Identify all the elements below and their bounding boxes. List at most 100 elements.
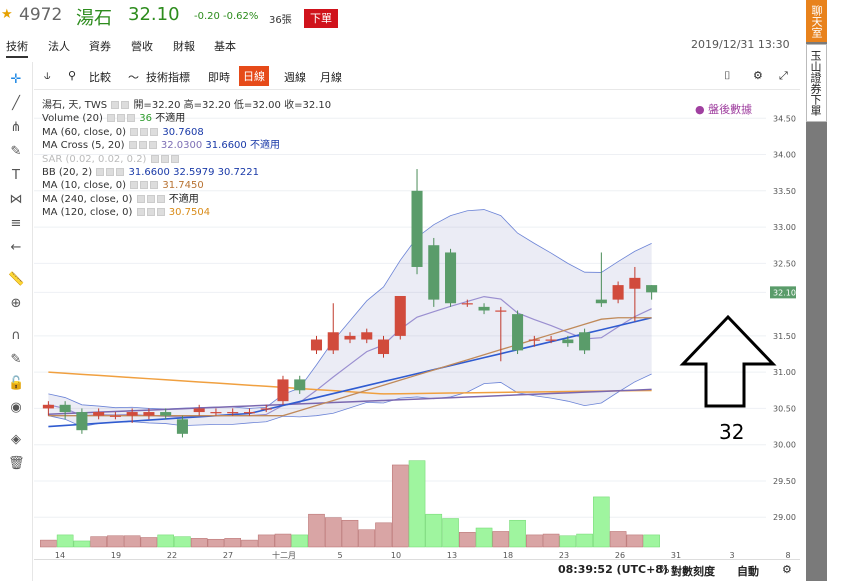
volume-bar — [442, 518, 459, 548]
camera-icon[interactable]: ⌷ — [724, 69, 731, 82]
interval-realtime[interactable]: 即時 — [208, 71, 230, 84]
percent-toggle[interactable]: % — [659, 563, 670, 576]
candle-body — [294, 379, 306, 391]
stock-price: 32.10 — [128, 4, 180, 25]
lock-drawing-icon[interactable]: ✎ — [10, 352, 22, 367]
volume-bar — [375, 522, 392, 548]
indicator-icon[interactable]: 〜 — [128, 71, 139, 84]
legend-main-name: 湯石, 天, TWS — [42, 100, 108, 111]
price-change: -0.20 — [194, 11, 220, 22]
date-axis-label: 5 — [337, 551, 342, 559]
back-arrow-icon[interactable]: ← — [10, 240, 22, 255]
favorite-star-icon[interactable]: ★ — [1, 7, 13, 22]
broker-order-button[interactable]: 玉山證券下單 — [806, 44, 827, 122]
interval-monthly[interactable]: 月線 — [320, 71, 342, 84]
volume-bar — [90, 536, 107, 548]
compare-button[interactable]: 比較 — [89, 71, 111, 84]
remove-icon[interactable] — [156, 208, 165, 217]
indicators-button[interactable]: 技術指標 — [146, 71, 190, 84]
pattern-icon[interactable]: ⋈ — [9, 192, 23, 207]
volume-bar — [576, 533, 593, 548]
remove-icon[interactable] — [170, 154, 179, 163]
remove-icon[interactable] — [150, 127, 159, 136]
settings-icon[interactable] — [106, 168, 115, 177]
toggle-icon[interactable] — [130, 181, 139, 190]
brush-icon[interactable]: ✎ — [10, 144, 22, 159]
fullscreen-icon[interactable]: ⤢ — [779, 69, 788, 82]
settings-icon[interactable] — [146, 208, 155, 217]
fib-icon[interactable]: ≡ — [10, 216, 22, 231]
legend-line: MA (120, close, 0) 30.7504 — [42, 207, 211, 219]
price-axis-label: 31.50 — [773, 332, 796, 341]
fork-icon[interactable]: ⋔ — [10, 120, 22, 135]
remove-icon[interactable] — [148, 141, 157, 150]
toggle-icon[interactable] — [107, 114, 116, 123]
compare-icon[interactable]: ⚲ — [68, 69, 77, 82]
toggle-icon[interactable] — [128, 141, 137, 150]
settings-icon[interactable] — [138, 141, 147, 150]
volume-bar — [157, 534, 174, 548]
toggle-icon[interactable] — [111, 101, 120, 109]
remove-icon[interactable] — [127, 114, 136, 123]
price-axis-label: 33.00 — [773, 223, 796, 232]
remove-icon[interactable] — [156, 194, 165, 203]
order-button[interactable]: 下單 — [304, 9, 338, 28]
trash-icon[interactable]: 🗑 — [8, 456, 25, 471]
settings-icon[interactable] — [140, 127, 149, 136]
tab-revenue[interactable]: 營收 — [131, 40, 153, 53]
candle-body — [193, 408, 205, 413]
settings-icon[interactable] — [117, 114, 126, 123]
legend-line: SAR (0.02, 0.02, 0.2) — [42, 153, 331, 166]
after-hours-link[interactable]: ● 盤後數據 — [695, 103, 753, 116]
trendline-icon[interactable]: ╱ — [12, 96, 20, 111]
remove-icon[interactable] — [150, 181, 159, 190]
toggle-icon[interactable] — [136, 194, 145, 203]
toggle-icon[interactable] — [130, 127, 139, 136]
date-axis-label: 19 — [111, 551, 121, 559]
settings-gear-icon[interactable]: ⚙ — [782, 563, 792, 576]
settings-icon[interactable] — [146, 194, 155, 203]
volume-bar — [257, 534, 275, 548]
volume-bar — [107, 535, 124, 548]
toggle-icon[interactable] — [96, 168, 105, 177]
toggle-icon[interactable] — [150, 154, 159, 163]
settings-icon[interactable] — [160, 154, 169, 163]
text-icon[interactable]: T — [12, 168, 20, 183]
date-axis-label: 27 — [223, 551, 233, 559]
candle-body — [646, 285, 658, 293]
ruler-icon[interactable]: 📏 — [8, 272, 25, 287]
crosshair-icon[interactable]: ✛ — [10, 72, 22, 87]
toggle-icon[interactable] — [136, 208, 145, 217]
interval-weekly[interactable]: 週線 — [284, 71, 306, 84]
data-timestamp: 2019/12/31 13:30 — [691, 38, 790, 51]
tab-financials[interactable]: 財報 — [173, 40, 195, 53]
tab-margin[interactable]: 資券 — [89, 40, 111, 53]
eye-icon[interactable]: ◉ — [10, 400, 22, 415]
volume-bar — [291, 534, 309, 548]
tab-institutional[interactable]: 法人 — [48, 40, 70, 53]
candle-body — [461, 303, 473, 305]
candle-body — [361, 332, 373, 340]
lock-icon[interactable]: 🔓 — [8, 376, 25, 391]
legend-line: Volume (20) 36 不適用 — [42, 113, 186, 125]
interval-daily[interactable]: 日線 — [239, 66, 269, 86]
legend-line: BB (20, 2) 31.6600 32.5979 30.7221 — [42, 167, 259, 179]
candle-type-icon[interactable]: ⫝ — [44, 69, 51, 82]
price-change-percent: -0.62% — [223, 11, 259, 22]
tab-technical[interactable]: 技術 — [6, 38, 28, 58]
auto-scale-toggle[interactable]: 自動 — [737, 565, 759, 578]
tab-basic[interactable]: 基本 — [214, 40, 236, 53]
magnet-icon[interactable]: ∩ — [11, 328, 21, 343]
zoom-in-icon[interactable]: ⊕ — [10, 296, 22, 311]
price-axis-label: 31.00 — [773, 368, 796, 377]
layers-icon[interactable]: ◈ — [11, 432, 21, 447]
drawing-toolbar: ✛ ╱ ⋔ ✎ T ⋈ ≡ ← 📏 ⊕ ∩ ✎ 🔓 ◉ ◈ 🗑 — [0, 62, 33, 581]
remove-icon[interactable] — [116, 168, 125, 177]
gear-icon[interactable]: ⚙ — [753, 69, 763, 82]
clock: 08:39:52 (UTC+8) — [558, 563, 668, 576]
settings-icon[interactable] — [140, 181, 149, 190]
chat-room-button[interactable]: 聊天室 — [806, 0, 827, 42]
settings-icon[interactable] — [121, 101, 130, 109]
log-scale-toggle[interactable]: 對數刻度 — [671, 565, 715, 578]
price-chart[interactable]: 34.50 34.00 33.50 33.00 32.50 32.10 31.50 31.00… — [34, 91, 800, 559]
